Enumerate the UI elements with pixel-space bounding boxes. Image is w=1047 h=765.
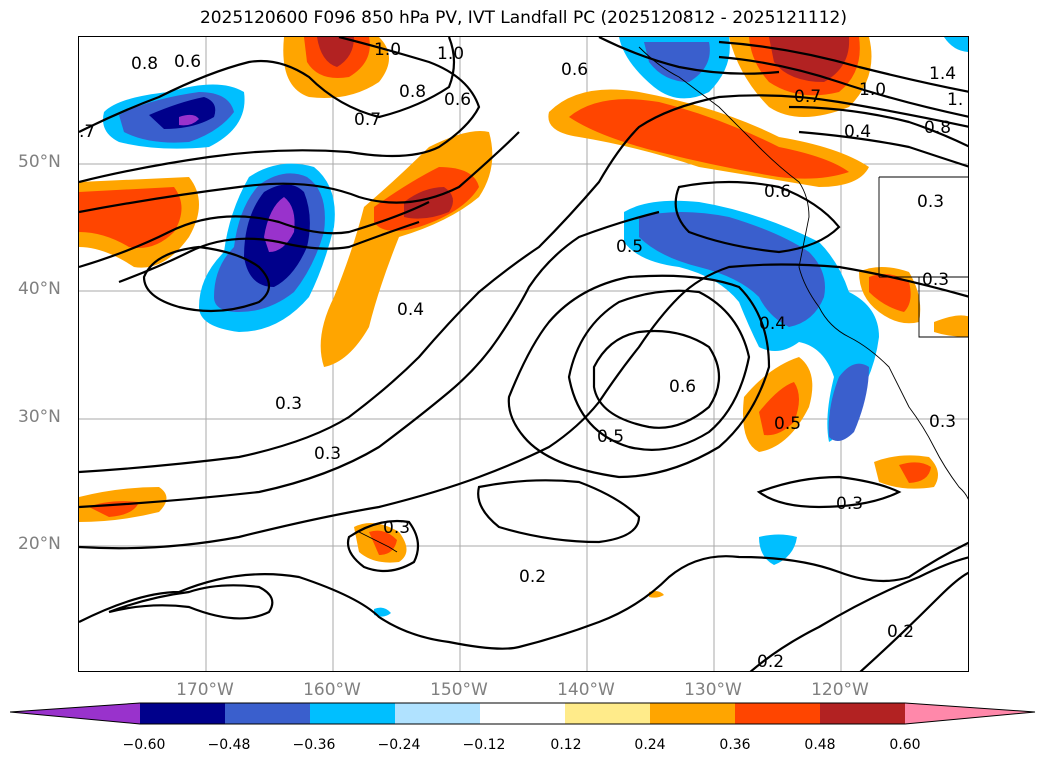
contour-label: 0.4: [759, 314, 786, 334]
colorbar-segment: [140, 703, 226, 724]
colorbar-segment: [225, 703, 311, 724]
colorbar-tick: 0.48: [804, 737, 836, 753]
coastlines: [358, 46, 968, 553]
colorbar-segment: [565, 703, 651, 724]
contour-label: 0.7: [794, 87, 821, 107]
contour-label: 0.5: [597, 427, 624, 447]
contour-label: 0.8: [924, 118, 951, 138]
contour-label: 0.6: [764, 182, 791, 202]
colorbar-tick: 0.36: [719, 737, 751, 753]
colorbar-segment: [650, 703, 736, 724]
contour-label: 1.0: [374, 40, 401, 60]
pv-contours: [79, 37, 968, 671]
contour-label: 0.3: [275, 394, 302, 414]
colorbar-tick: −0.24: [377, 737, 421, 753]
lat-label: 30°N: [18, 407, 61, 427]
colorbar-segment: [735, 703, 821, 724]
contour-label: 0.6: [561, 60, 588, 80]
contour-label: 0.3: [922, 270, 949, 290]
colorbar-tick: 0.12: [550, 737, 582, 753]
contour-label: 0.6: [669, 377, 696, 397]
contour-label: 0.3: [314, 444, 341, 464]
contour-label: 0.3: [929, 412, 956, 432]
colorbar-segment: [480, 703, 566, 724]
contour-label: 0.3: [383, 518, 410, 538]
contour-label: 1.4: [929, 64, 956, 84]
contour-label: 0.8: [131, 54, 158, 74]
lon-label: 160°W: [303, 680, 361, 700]
contour-label: .7: [79, 122, 95, 142]
contour-label: 1.: [947, 90, 963, 110]
lon-label: 150°W: [430, 680, 488, 700]
contour-label: 0.3: [917, 192, 944, 212]
lon-label: 170°W: [176, 680, 234, 700]
contour-label: 0.6: [444, 90, 471, 110]
colorbar-tick: −0.36: [292, 737, 336, 753]
contour-label: 0.5: [774, 414, 801, 434]
colorbar-extend-high: [905, 703, 1035, 724]
lon-label: 140°W: [557, 680, 615, 700]
map-panel: 0.8 0.6 .7 1.0 0.8 0.6 0.7 1.0 0.6 0.7 1…: [78, 36, 969, 672]
contour-label: 0.4: [397, 300, 424, 320]
contour-label: 1.0: [859, 80, 886, 100]
contour-label: 0.2: [757, 652, 784, 672]
colorbar-tick: −0.48: [207, 737, 251, 753]
colorbar-tick: 0.24: [634, 737, 666, 753]
map-title: 2025120600 F096 850 hPa PV, IVT Landfall…: [199, 8, 847, 28]
lat-label: 40°N: [18, 279, 61, 299]
contour-label: 0.4: [844, 122, 871, 142]
colorbar-segments: [10, 703, 1035, 724]
contour-label: 0.6: [174, 52, 201, 72]
colorbar-segment: [395, 703, 481, 724]
colorbar-segment: [310, 703, 396, 724]
contour-label: 0.2: [887, 622, 914, 642]
lon-label: 120°W: [811, 680, 869, 700]
colorbar-tick: 0.60: [889, 737, 921, 753]
map-canvas: 0.8 0.6 .7 1.0 0.8 0.6 0.7 1.0 0.6 0.7 1…: [79, 37, 968, 672]
lat-label: 20°N: [18, 534, 61, 554]
contour-label: 0.3: [836, 494, 863, 514]
contour-label: 0.2: [519, 567, 546, 587]
pv-fill-layer: [79, 37, 968, 617]
contour-label: 0.5: [616, 237, 643, 257]
colorbar-tick: −0.12: [462, 737, 506, 753]
contour-labels: 0.8 0.6 .7 1.0 0.8 0.6 0.7 1.0 0.6 0.7 1…: [79, 40, 963, 672]
contour-label: 1.0: [437, 44, 464, 64]
colorbar-extend-low: [10, 703, 140, 724]
colorbar-tick: −0.60: [122, 737, 166, 753]
colorbar-segment: [820, 703, 906, 724]
colorbar: [10, 702, 1036, 725]
contour-label: 0.8: [399, 82, 426, 102]
lon-label: 130°W: [684, 680, 742, 700]
lat-label: 50°N: [18, 152, 61, 172]
contour-label: 0.7: [354, 110, 381, 130]
